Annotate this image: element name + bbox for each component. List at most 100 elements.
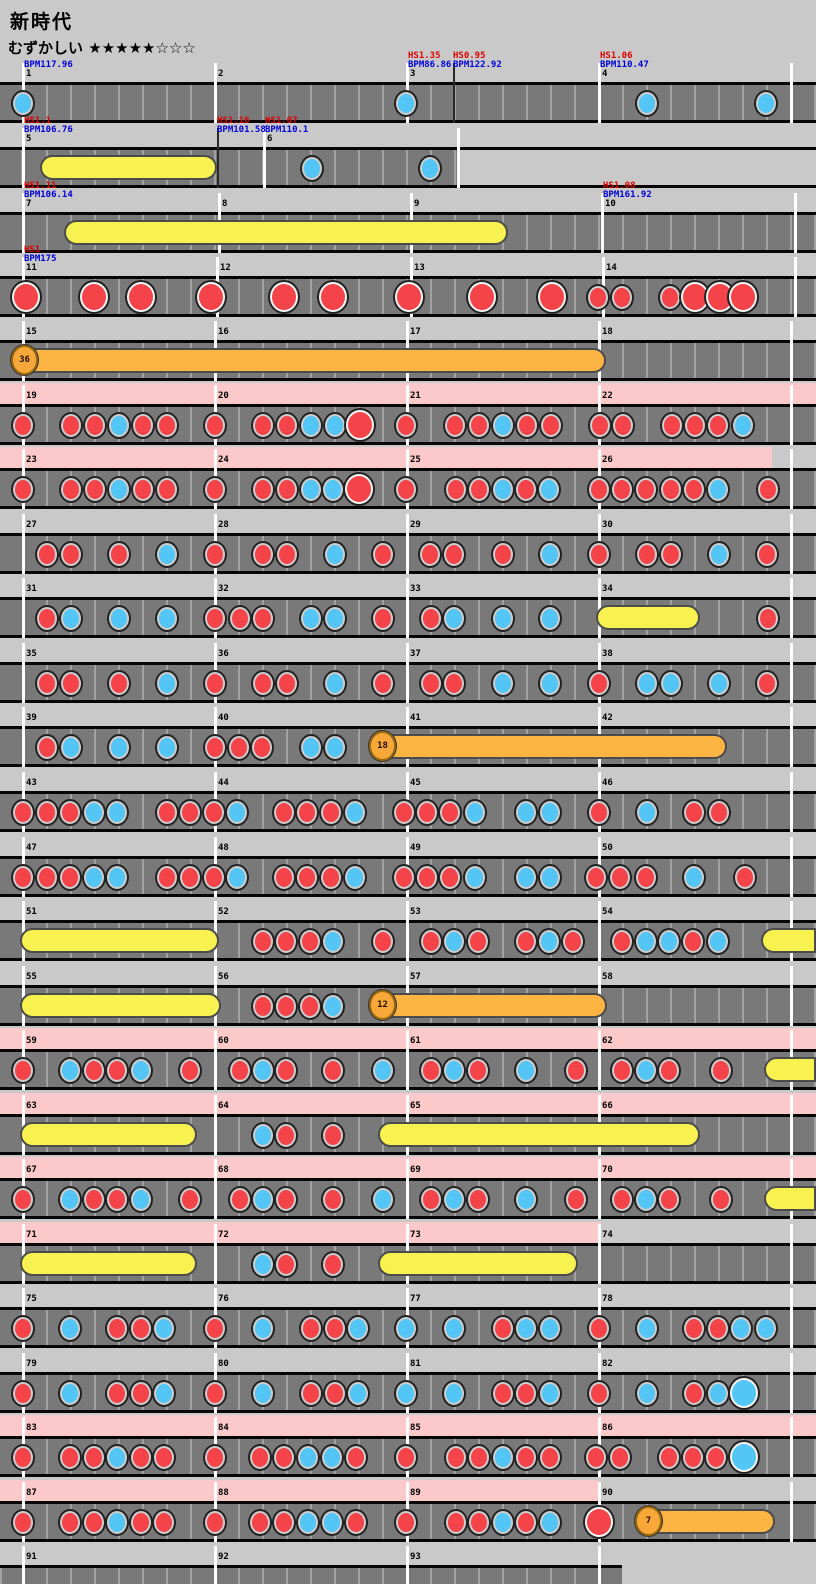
hs-label: HS1 bbox=[24, 245, 41, 255]
don-note bbox=[346, 1510, 366, 1534]
ka-note bbox=[253, 1381, 273, 1405]
don-note bbox=[373, 929, 393, 953]
don-note bbox=[589, 542, 609, 566]
big-ka-note bbox=[730, 1378, 758, 1408]
don-note bbox=[205, 477, 225, 501]
measure-end-line bbox=[790, 772, 793, 832]
ka-note bbox=[298, 1445, 318, 1469]
don-note bbox=[276, 1252, 296, 1276]
don-note bbox=[205, 671, 225, 695]
don-note bbox=[421, 1058, 441, 1082]
measure-number: 83 bbox=[26, 1423, 37, 1433]
measure-number: 17 bbox=[410, 327, 421, 337]
don-note bbox=[60, 1445, 80, 1469]
ka-note bbox=[516, 800, 536, 824]
measure-end-line bbox=[790, 1224, 793, 1284]
measure-line bbox=[22, 193, 25, 253]
ka-note bbox=[756, 91, 776, 115]
drumroll-bar bbox=[764, 1057, 816, 1082]
don-note bbox=[297, 800, 317, 824]
measure-end-line bbox=[790, 1482, 793, 1542]
ka-note bbox=[444, 1058, 464, 1082]
don-note bbox=[469, 477, 489, 501]
don-note bbox=[13, 865, 33, 889]
measure-number: 14 bbox=[606, 263, 617, 273]
ka-note bbox=[540, 606, 560, 630]
measure-end-line bbox=[790, 385, 793, 445]
measure-number: 38 bbox=[602, 649, 613, 659]
ka-note bbox=[539, 929, 559, 953]
don-note bbox=[107, 1316, 127, 1340]
ka-note bbox=[298, 1510, 318, 1534]
ka-note bbox=[60, 1316, 80, 1340]
ka-note bbox=[253, 1316, 273, 1340]
ka-note bbox=[84, 800, 104, 824]
measure-line bbox=[406, 578, 409, 638]
bpm-label: BPM106.76 bbox=[24, 125, 73, 135]
don-note bbox=[566, 1187, 586, 1211]
ka-note bbox=[396, 91, 416, 115]
drumroll-bar bbox=[378, 1122, 700, 1147]
ka-note bbox=[325, 671, 345, 695]
ka-note bbox=[708, 477, 728, 501]
measure-number: 80 bbox=[218, 1359, 229, 1369]
measure-line bbox=[598, 1030, 601, 1090]
measure-number: 8 bbox=[222, 199, 228, 209]
big-don-note bbox=[127, 282, 155, 312]
measure-number: 84 bbox=[218, 1423, 229, 1433]
don-note bbox=[277, 413, 297, 437]
measure-number: 35 bbox=[26, 649, 37, 659]
measure-number: 37 bbox=[410, 649, 421, 659]
bar-line-top bbox=[0, 147, 816, 150]
ka-note bbox=[157, 606, 177, 630]
ka-note bbox=[227, 865, 247, 889]
ka-note bbox=[109, 735, 129, 759]
ka-note bbox=[154, 1381, 174, 1405]
don-note bbox=[157, 865, 177, 889]
bar-line-bottom bbox=[0, 185, 816, 188]
measure-number: 50 bbox=[602, 843, 613, 853]
don-note bbox=[13, 1316, 33, 1340]
don-note bbox=[205, 542, 225, 566]
don-note bbox=[516, 1510, 536, 1534]
don-note bbox=[706, 1445, 726, 1469]
ka-note bbox=[540, 542, 560, 566]
measure-line bbox=[406, 514, 409, 574]
measure-number: 44 bbox=[218, 778, 229, 788]
measure-number: 7 bbox=[26, 199, 32, 209]
measure-number: 91 bbox=[26, 1552, 37, 1562]
don-note bbox=[610, 865, 630, 889]
difficulty-label: むずかしい ★★★★★☆☆☆ bbox=[8, 37, 196, 58]
measure-number: 36 bbox=[218, 649, 229, 659]
ka-note bbox=[493, 477, 513, 501]
measure-number: 28 bbox=[218, 520, 229, 530]
ka-note bbox=[348, 1381, 368, 1405]
don-note bbox=[468, 929, 488, 953]
ka-note bbox=[323, 994, 343, 1018]
measure-number: 15 bbox=[26, 327, 37, 337]
bpm-label: BPM110.1 bbox=[265, 125, 309, 135]
don-note bbox=[708, 1316, 728, 1340]
don-note bbox=[274, 1510, 294, 1534]
measure-number: 47 bbox=[26, 843, 37, 853]
measure-end-line bbox=[790, 1353, 793, 1413]
measure-line bbox=[263, 128, 266, 188]
drumroll-bar bbox=[596, 605, 700, 630]
don-note bbox=[396, 1510, 416, 1534]
don-note bbox=[205, 735, 225, 759]
measure-number: 61 bbox=[410, 1036, 421, 1046]
ka-note bbox=[709, 542, 729, 566]
big-don-note bbox=[681, 282, 709, 312]
drumroll-bar bbox=[40, 155, 217, 180]
measure-number: 67 bbox=[26, 1165, 37, 1175]
bpm-label: BPM161.92 bbox=[603, 190, 652, 200]
measure-number: 60 bbox=[218, 1036, 229, 1046]
ka-note bbox=[157, 671, 177, 695]
note-lane bbox=[0, 1568, 622, 1584]
measure-number: 69 bbox=[410, 1165, 421, 1175]
don-note bbox=[205, 413, 225, 437]
measure-number: 41 bbox=[410, 713, 421, 723]
gogo-band bbox=[0, 447, 772, 468]
ka-note bbox=[659, 929, 679, 953]
ka-note bbox=[301, 606, 321, 630]
